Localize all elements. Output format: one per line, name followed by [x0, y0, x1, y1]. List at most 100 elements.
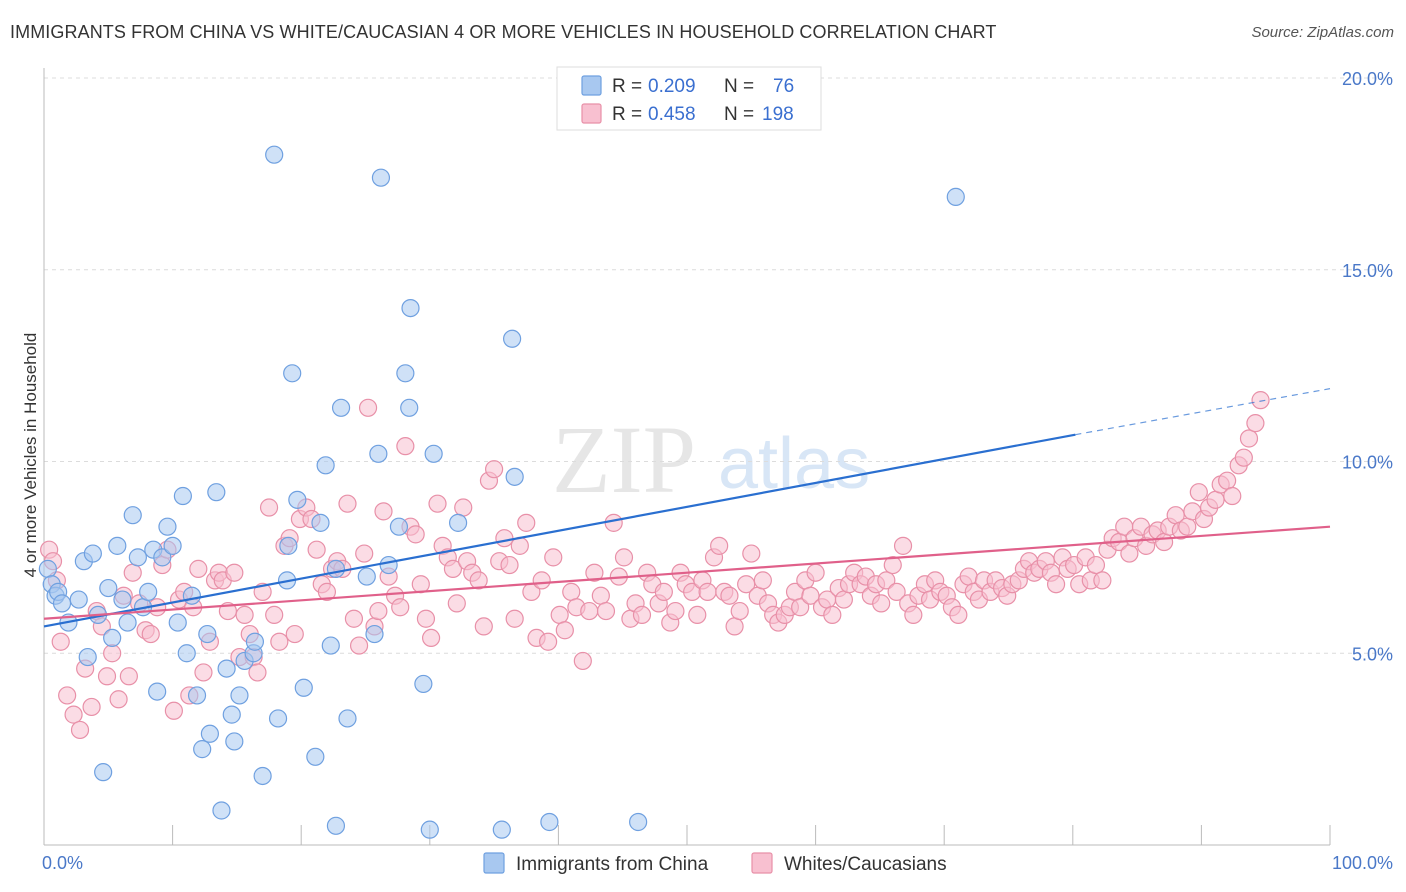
- trend-line-white: [43, 525, 1331, 620]
- watermark-atlas: atlas: [718, 424, 870, 504]
- legend-r-value-china: 0.209: [648, 76, 696, 97]
- data-point-white: [82, 697, 101, 717]
- legend-r-label-china: R =: [612, 76, 642, 97]
- data-point-china: [321, 636, 340, 655]
- data-point-white: [904, 605, 923, 625]
- data-point-white: [317, 582, 337, 601]
- data-point-white: [119, 667, 138, 686]
- data-point-china: [173, 486, 192, 506]
- data-point-white: [270, 632, 289, 651]
- data-point-white: [614, 548, 634, 567]
- data-point-china: [316, 456, 335, 475]
- data-point-china: [225, 732, 244, 751]
- data-point-white: [666, 601, 685, 621]
- bottom-legend: Immigrants from China Whites/Caucasians: [483, 852, 947, 875]
- watermark: ZIP atlas: [552, 406, 870, 513]
- data-point-china: [108, 536, 127, 555]
- data-point-white: [742, 544, 761, 563]
- trend-line-china: [43, 433, 1076, 628]
- data-point-china: [294, 678, 313, 697]
- data-point-china: [52, 594, 72, 613]
- data-point-white: [70, 720, 90, 740]
- data-point-white: [730, 601, 749, 621]
- data-point-white: [949, 605, 968, 625]
- y-tick-label: 20.0%: [1342, 69, 1393, 89]
- data-point-white: [1223, 486, 1242, 506]
- data-point-china: [118, 613, 137, 632]
- data-point-white: [396, 437, 415, 456]
- data-point-white: [51, 632, 70, 651]
- data-point-china: [540, 812, 559, 832]
- data-point-white: [580, 601, 599, 621]
- data-point-china: [198, 624, 217, 644]
- data-point-white: [585, 563, 604, 582]
- data-point-white: [753, 571, 772, 590]
- data-point-white: [1218, 471, 1237, 490]
- x-tick-label: 0.0%: [42, 853, 83, 873]
- data-point-white: [591, 586, 610, 605]
- data-point-white: [1189, 483, 1208, 502]
- data-point-china: [94, 763, 113, 782]
- data-point-china: [400, 398, 419, 417]
- data-point-china: [168, 613, 187, 632]
- gridlines: [44, 77, 1394, 654]
- data-point-china: [207, 483, 226, 502]
- data-point-white: [421, 628, 441, 648]
- data-point-china: [177, 644, 196, 663]
- data-point-white: [1120, 544, 1139, 563]
- data-point-china: [222, 705, 241, 724]
- data-point-white: [791, 598, 810, 617]
- legend-r-label-white: R =: [612, 104, 642, 125]
- data-point-white: [698, 582, 717, 601]
- data-point-white: [447, 594, 466, 613]
- bottom-legend-label-china: Immigrants from China: [516, 854, 709, 875]
- data-point-china: [946, 187, 965, 206]
- data-point-china: [193, 740, 212, 759]
- data-point-white: [406, 525, 425, 544]
- data-point-white: [123, 563, 142, 582]
- data-point-white: [725, 617, 744, 636]
- data-point-white: [285, 624, 304, 644]
- data-point-china: [128, 548, 147, 567]
- data-point-white: [344, 609, 364, 628]
- data-point-white: [555, 621, 574, 640]
- data-point-white: [349, 636, 369, 655]
- data-point-white: [338, 494, 357, 513]
- data-point-china: [123, 506, 142, 525]
- data-point-white: [1206, 490, 1225, 509]
- data-point-white: [428, 494, 447, 513]
- data-point-china: [268, 709, 288, 728]
- data-point-china: [306, 747, 325, 766]
- y-tick-labels: 5.0% 10.0% 15.0% 20.0%: [1342, 69, 1393, 664]
- y-tick-label: 10.0%: [1342, 453, 1393, 473]
- data-point-china: [38, 559, 57, 578]
- data-point-china: [420, 820, 439, 839]
- data-point-china: [414, 674, 433, 694]
- data-point-china: [505, 467, 524, 486]
- data-point-china: [182, 586, 201, 605]
- x-tick-labels: 0.0% 100.0%: [42, 853, 1393, 873]
- data-point-white: [443, 559, 463, 578]
- data-point-china: [83, 544, 102, 563]
- data-point-china: [311, 513, 330, 532]
- data-point-white: [834, 590, 853, 609]
- data-point-white: [710, 536, 729, 555]
- data-point-white: [893, 536, 913, 555]
- data-point-white: [688, 605, 707, 625]
- data-point-china: [401, 299, 420, 318]
- chart-title: IMMIGRANTS FROM CHINA VS WHITE/CAUCASIAN…: [10, 22, 997, 42]
- data-point-white: [604, 513, 623, 532]
- data-point-china: [357, 567, 376, 586]
- data-point-white: [1178, 517, 1197, 536]
- data-point-white: [64, 705, 83, 724]
- data-point-white: [189, 559, 208, 578]
- data-point-china: [78, 647, 97, 667]
- data-point-china: [139, 582, 158, 601]
- data-point-white: [248, 663, 267, 682]
- data-point-china: [338, 709, 357, 728]
- data-point-white: [883, 555, 902, 575]
- data-point-china: [217, 659, 236, 678]
- data-point-white: [1246, 414, 1265, 433]
- data-point-china: [279, 536, 298, 555]
- data-point-white: [500, 555, 519, 575]
